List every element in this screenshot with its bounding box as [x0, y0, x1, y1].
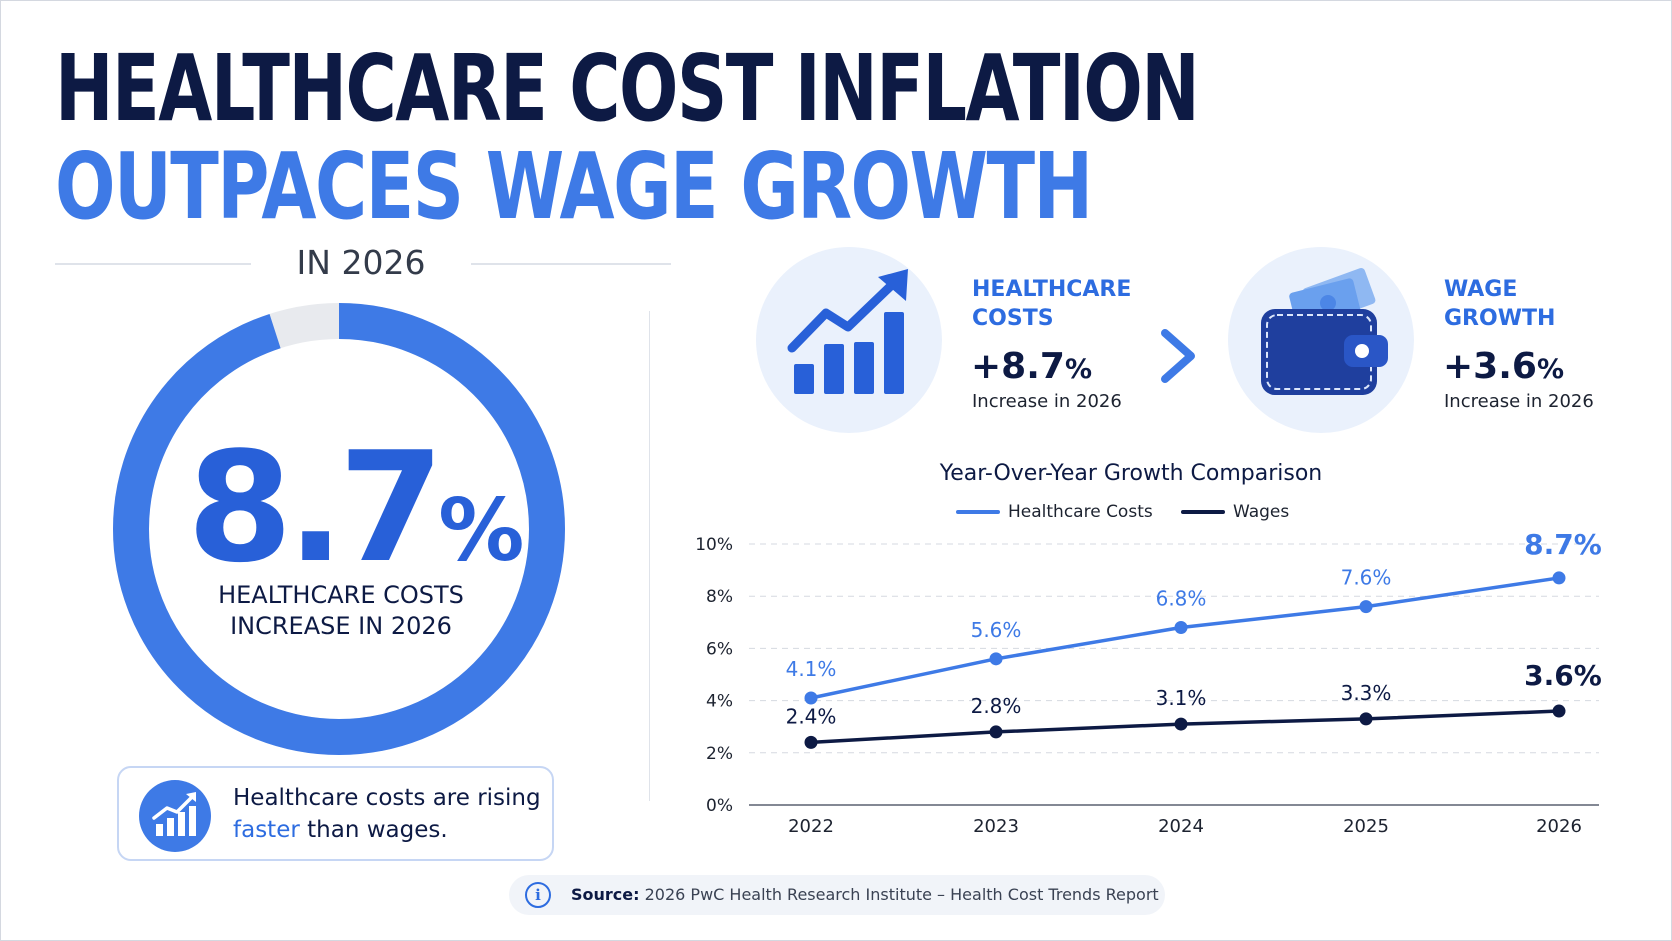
data-point [1359, 712, 1373, 726]
donut-arc [113, 303, 565, 755]
data-point [804, 735, 818, 749]
data-label: 3.3% [1341, 681, 1392, 705]
x-tick-label: 2023 [973, 816, 1019, 837]
wage-stat-title-line-1: WAGE [1444, 277, 1518, 302]
wage-stat-title: WAGE GROWTH [1444, 275, 1555, 333]
data-label: 3.1% [1156, 686, 1207, 710]
y-tick-label: 2% [706, 744, 733, 764]
subtitle-rule-right [471, 263, 671, 265]
y-tick-label: 8% [706, 587, 733, 607]
data-point [1174, 621, 1188, 635]
chevron-right-icon [1161, 329, 1195, 383]
healthcare-stat-title-line-2: COSTS [972, 306, 1054, 331]
data-point [1359, 600, 1373, 614]
legend-item-healthcare: Healthcare Costs [956, 502, 1153, 526]
subtitle: IN 2026 [296, 243, 426, 282]
subtitle-rule-left [55, 263, 251, 265]
data-point [804, 691, 818, 705]
healthcare-stat-title: HEALTHCARE COSTS [972, 275, 1131, 333]
x-tick-label: 2025 [1343, 816, 1389, 837]
data-label: 4.1% [786, 657, 837, 681]
info-icon: i [525, 882, 551, 908]
callout-text: Healthcare costs are rising faster than … [233, 782, 541, 846]
wage-stat-value-number: +3.6 [1443, 346, 1537, 387]
legend-label-wages: Wages [1233, 502, 1290, 522]
donut-value-unit: % [438, 481, 525, 581]
y-tick-label: 4% [706, 692, 733, 712]
healthcare-stat-sub: Increase in 2026 [972, 391, 1122, 412]
data-point [989, 725, 1003, 739]
source-text: Source: 2026 PwC Health Research Institu… [571, 885, 1159, 904]
source-citation: 2026 PwC Health Research Institute – Hea… [644, 885, 1159, 904]
callout-text-highlight: faster [233, 817, 300, 843]
y-tick-label: 6% [706, 639, 733, 659]
y-tick-label: 10% [695, 535, 733, 555]
donut-label-line-2: INCREASE IN 2026 [230, 612, 452, 640]
data-label: 5.6% [971, 618, 1022, 642]
x-tick-label: 2026 [1536, 816, 1582, 837]
wage-stat-value: +3.6% [1443, 346, 1564, 387]
legend-swatch-wages [1181, 510, 1225, 514]
callout-text-after: than wages. [307, 817, 448, 843]
healthcare-stat-value-number: +8.7 [971, 346, 1065, 387]
title-line-1: HEALTHCARE COST INFLATION [55, 35, 1200, 142]
legend-swatch-healthcare [956, 510, 1000, 514]
data-label: 7.6% [1341, 566, 1392, 590]
donut-value: 8.7% [187, 419, 524, 596]
donut-value-number: 8.7 [187, 419, 444, 596]
wage-stat-sub: Increase in 2026 [1444, 391, 1594, 412]
data-label: 6.8% [1156, 587, 1207, 611]
bar-chart-trend-up-icon [787, 269, 908, 394]
data-label: 2.4% [786, 704, 837, 728]
healthcare-stat-value-unit: % [1064, 354, 1092, 385]
wage-stat-title-line-2: GROWTH [1444, 306, 1556, 331]
healthcare-stat-value: +8.7% [971, 346, 1092, 387]
healthcare-stat-title-line-1: HEALTHCARE [972, 277, 1132, 302]
donut-gauge [113, 303, 565, 755]
x-tick-label: 2024 [1158, 816, 1204, 837]
wage-icon-badge [1228, 247, 1414, 433]
chart-title: Year-Over-Year Growth Comparison [939, 461, 1323, 486]
title-line-2: OUTPACES WAGE GROWTH [55, 133, 1093, 240]
wallet-icon [1261, 267, 1388, 395]
data-label: 8.7% [1524, 528, 1602, 561]
callout-box: Healthcare costs are rising faster than … [117, 766, 554, 861]
vertical-divider [649, 311, 650, 801]
donut-label-line-1: HEALTHCARE COSTS [218, 581, 464, 609]
data-label: 3.6% [1524, 659, 1602, 692]
data-point [989, 652, 1003, 666]
x-tick-label: 2022 [788, 816, 834, 837]
legend-item-wages: Wages [1181, 502, 1289, 526]
source-label: Source: [571, 885, 640, 904]
legend-label-healthcare: Healthcare Costs [1008, 502, 1153, 522]
y-tick-label: 0% [706, 796, 733, 816]
data-point [1174, 717, 1188, 731]
data-point [1552, 704, 1566, 718]
callout-text-before: Healthcare costs are rising [233, 785, 541, 811]
data-label: 2.8% [971, 694, 1022, 718]
healthcare-icon-badge [756, 247, 942, 433]
growth-chart-icon [139, 780, 211, 852]
data-point [1552, 571, 1566, 585]
wage-stat-value-unit: % [1536, 354, 1564, 385]
source-note: i Source: 2026 PwC Health Research Insti… [509, 875, 1165, 915]
